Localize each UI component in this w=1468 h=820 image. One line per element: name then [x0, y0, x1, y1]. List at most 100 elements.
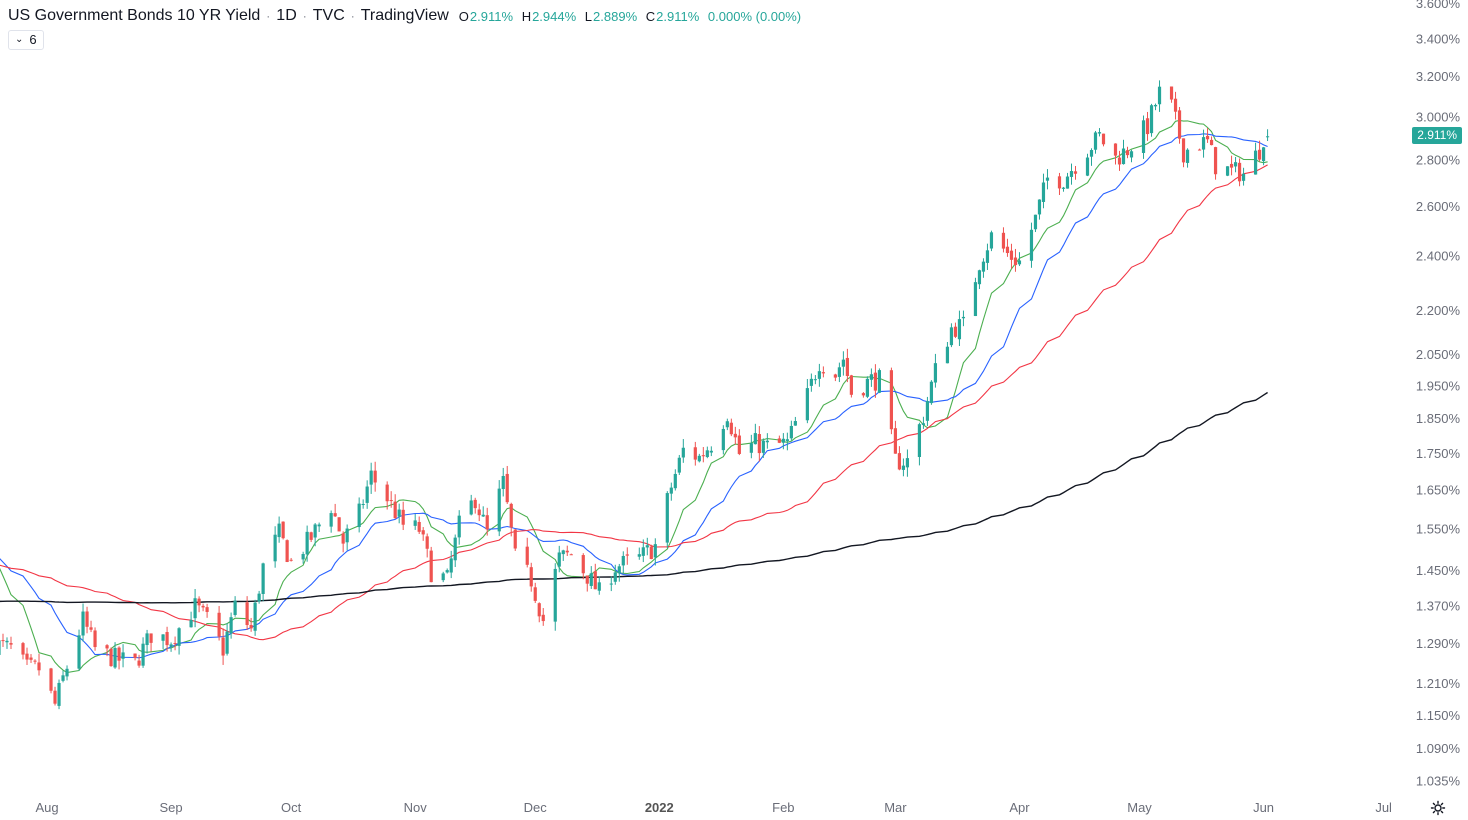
candle	[865, 376, 869, 399]
chevron-down-icon: ⌄	[15, 34, 24, 45]
candle	[585, 575, 589, 592]
candle	[225, 623, 229, 656]
candle	[677, 454, 681, 475]
candle	[277, 516, 281, 543]
price-tick-label: 1.450%	[1416, 563, 1461, 578]
candle	[1101, 133, 1106, 147]
interval-label[interactable]: 1D	[276, 7, 297, 24]
candle	[845, 348, 849, 383]
candle	[37, 653, 41, 676]
candle	[85, 606, 89, 634]
candle	[805, 379, 809, 424]
candle	[553, 563, 557, 631]
candle	[445, 568, 449, 574]
ma-20-line	[0, 133, 1268, 659]
candle	[569, 553, 573, 556]
candle	[201, 603, 205, 612]
candle	[121, 644, 125, 668]
candle	[149, 633, 153, 652]
candle	[365, 480, 369, 509]
candle	[313, 523, 317, 547]
candle	[1009, 243, 1014, 269]
indicators-toggle-button[interactable]: ⌄ 6	[8, 30, 44, 50]
price-tick-label: 3.000%	[1416, 110, 1461, 125]
separator: ·	[266, 9, 271, 23]
candle	[541, 608, 545, 626]
time-axis[interactable]: Aug Sep Oct Nov Dec 2022 Feb Mar Apr May Jun Jul	[35, 800, 1392, 815]
candle	[1093, 130, 1098, 154]
candle	[105, 644, 109, 657]
price-tick-label: 1.370%	[1416, 599, 1461, 614]
candle	[57, 679, 61, 710]
chart-legend: US Government Bonds 10 YR Yield · 1D · T…	[8, 6, 806, 26]
candle	[869, 368, 873, 387]
candle	[9, 636, 13, 650]
candle	[1261, 146, 1266, 166]
last-price-badge: 2.911%	[1412, 127, 1462, 145]
candle	[449, 550, 453, 579]
candle	[373, 461, 377, 492]
candle	[49, 667, 53, 694]
candle	[109, 647, 113, 667]
candle	[565, 545, 569, 556]
candle	[833, 373, 837, 382]
time-tick-label: Mar	[884, 800, 907, 815]
candle	[733, 426, 737, 445]
close-value: 2.911%	[656, 8, 700, 24]
candle	[917, 422, 922, 466]
time-tick-label: Aug	[35, 800, 58, 815]
candle	[921, 416, 926, 429]
candle	[637, 547, 641, 560]
time-tick-label: Oct	[281, 800, 302, 815]
price-tick-label: 1.750%	[1416, 446, 1461, 461]
candle	[285, 539, 289, 563]
candle	[193, 589, 197, 628]
candle	[905, 449, 910, 477]
candle	[529, 562, 533, 592]
candle	[901, 458, 906, 477]
candle	[861, 392, 865, 398]
candle	[1265, 129, 1270, 142]
price-tick-label: 1.090%	[1416, 741, 1461, 756]
candle	[1233, 156, 1238, 173]
candle	[1209, 136, 1214, 146]
candle	[5, 637, 9, 649]
symbol-title[interactable]: US Government Bonds 10 YR Yield	[8, 7, 261, 24]
candle	[497, 480, 501, 537]
candle	[229, 612, 233, 639]
candle	[197, 596, 201, 613]
price-tick-label: 1.210%	[1416, 676, 1461, 691]
candle	[0, 640, 1, 655]
candle	[645, 537, 649, 556]
candle	[401, 501, 405, 531]
candle	[781, 433, 785, 450]
candle	[753, 423, 757, 445]
candle	[337, 517, 341, 532]
candle	[1013, 248, 1018, 272]
candle	[813, 375, 817, 385]
candle	[1181, 138, 1186, 168]
candle	[513, 528, 517, 551]
candle	[669, 482, 673, 501]
candle	[1173, 91, 1178, 120]
candle	[1145, 111, 1150, 141]
candle	[701, 447, 705, 463]
candle	[221, 628, 225, 665]
candle	[165, 626, 169, 652]
candle	[1061, 186, 1066, 192]
candle	[253, 599, 257, 636]
candle	[485, 507, 489, 536]
price-axis[interactable]: 3.600% 3.400% 3.200% 3.000% 2.800% 2.600% 2.40…	[1416, 0, 1461, 789]
price-tick-label: 3.600%	[1416, 0, 1461, 11]
low-key: L	[584, 8, 593, 24]
candle	[1045, 169, 1050, 190]
candle	[877, 368, 881, 394]
candle	[113, 642, 117, 669]
gear-icon[interactable]	[1430, 800, 1446, 816]
time-tick-label: 2022	[645, 800, 674, 815]
candle	[945, 341, 950, 364]
ohlc-values: O2.911% H2.944% L2.889% C2.911% 0.000% (…	[459, 9, 806, 24]
candle	[393, 494, 397, 520]
price-tick-label: 2.200%	[1416, 303, 1461, 318]
